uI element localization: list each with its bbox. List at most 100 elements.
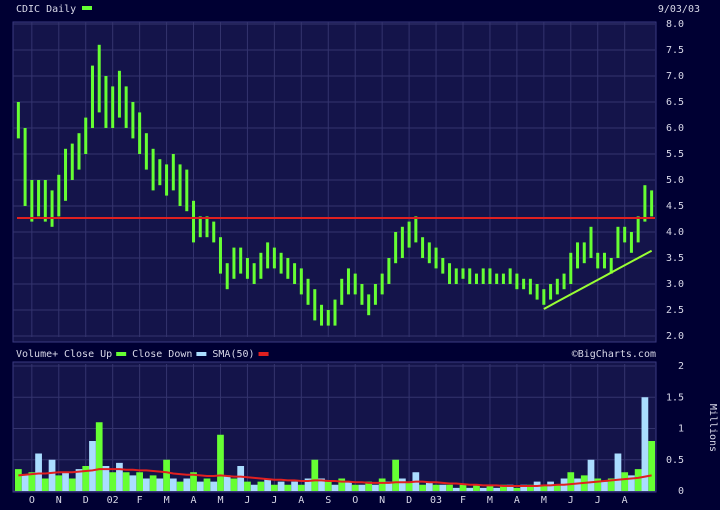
x-tick-label: F	[137, 495, 143, 506]
price-bar	[326, 310, 330, 326]
price-bar	[313, 289, 317, 321]
price-bar	[306, 278, 310, 305]
volume-bar	[372, 484, 379, 491]
price-bar	[171, 154, 175, 191]
price-bar	[232, 247, 236, 279]
x-tick-label: D	[83, 495, 89, 506]
volume-bar	[338, 478, 346, 491]
volume-bar	[648, 441, 655, 491]
x-tick-label: O	[29, 495, 35, 506]
price-bar	[77, 133, 81, 170]
volume-bar	[176, 481, 184, 491]
volume-bar	[378, 478, 386, 491]
price-bar	[629, 232, 633, 253]
volume-bar	[432, 484, 440, 491]
volume-bar	[466, 487, 474, 491]
volume-bar	[425, 481, 433, 491]
volume-bar	[318, 478, 325, 491]
price-bar	[434, 247, 438, 269]
y-tick-label: 2	[678, 361, 684, 372]
price-bar	[30, 180, 34, 222]
price-bar	[495, 273, 499, 284]
volume-bar	[587, 459, 595, 491]
y-tick-label: 5.5	[666, 149, 684, 160]
price-bar	[501, 273, 505, 284]
price-bar	[636, 216, 640, 243]
volume-bar	[553, 484, 561, 491]
price-bar	[474, 273, 478, 284]
volume-bar	[365, 481, 373, 491]
volume-bar	[68, 478, 76, 491]
price-bar	[252, 263, 256, 284]
legend-label: Close Down	[132, 349, 192, 360]
price-bar	[23, 128, 27, 206]
price-bar	[64, 148, 68, 201]
volume-bar	[331, 484, 339, 491]
volume-bar	[190, 472, 197, 491]
y-tick-label: 7.0	[666, 71, 684, 82]
price-bar	[131, 102, 135, 139]
legend-swatch	[258, 352, 269, 356]
x-tick-label: A	[622, 495, 628, 506]
price-bar	[16, 102, 20, 139]
volume-bar	[527, 484, 534, 491]
volume-bar	[82, 466, 90, 491]
price-bar	[293, 263, 297, 284]
volume-bar	[493, 487, 501, 491]
price-bar	[70, 143, 74, 180]
volume-bar	[264, 478, 271, 491]
price-bar	[50, 190, 54, 227]
volume-bar	[601, 481, 608, 491]
price-bar	[400, 226, 404, 258]
volume-bar	[614, 453, 622, 491]
x-tick-label: A	[514, 495, 520, 506]
x-tick-label: 03	[430, 495, 442, 506]
y-tick-label: 5.0	[666, 175, 684, 186]
price-bar	[272, 247, 276, 269]
price-bar	[151, 148, 155, 191]
x-tick-label: N	[379, 495, 385, 506]
y-tick-label: 0.5	[666, 455, 684, 466]
y-tick-label: 3.0	[666, 279, 684, 290]
volume-bar	[116, 462, 123, 491]
price-bar	[299, 268, 303, 295]
volume-bar	[567, 472, 575, 491]
x-tick-label: J	[595, 495, 601, 506]
volume-bar	[405, 481, 413, 491]
price-bar	[481, 268, 485, 284]
volume-bar	[55, 475, 63, 491]
volume-bar	[506, 484, 514, 491]
price-bar	[414, 216, 418, 243]
price-bar	[97, 44, 101, 113]
price-bar	[602, 252, 606, 269]
price-bar	[37, 180, 41, 217]
price-bar	[549, 284, 553, 300]
price-bar	[522, 278, 526, 290]
y-tick-label: 3.5	[666, 253, 684, 264]
volume-bar	[28, 472, 36, 491]
volume-bar	[439, 484, 447, 491]
volume-bar	[277, 481, 285, 491]
y-tick-label: 6.5	[666, 97, 684, 108]
volume-bar	[345, 481, 352, 491]
volume-bar	[520, 484, 527, 491]
volume-bar	[419, 484, 426, 491]
price-bar	[461, 268, 465, 279]
volume-bar	[169, 478, 177, 491]
volume-bar	[129, 475, 137, 491]
volume-bar	[486, 484, 494, 491]
volume-bar	[385, 481, 393, 491]
price-bar	[286, 258, 290, 279]
y-tick-label: 8.0	[666, 19, 684, 30]
y-tick-label: 6.0	[666, 123, 684, 134]
volume-bar	[607, 478, 615, 491]
y-tick-label: 7.5	[666, 45, 684, 56]
volume-bar	[15, 469, 22, 491]
volume-bar	[641, 397, 649, 491]
price-bar	[515, 273, 519, 290]
volume-bar	[217, 434, 224, 491]
x-tick-label: D	[406, 495, 412, 506]
price-bar	[117, 70, 121, 118]
volume-bar	[122, 472, 130, 491]
